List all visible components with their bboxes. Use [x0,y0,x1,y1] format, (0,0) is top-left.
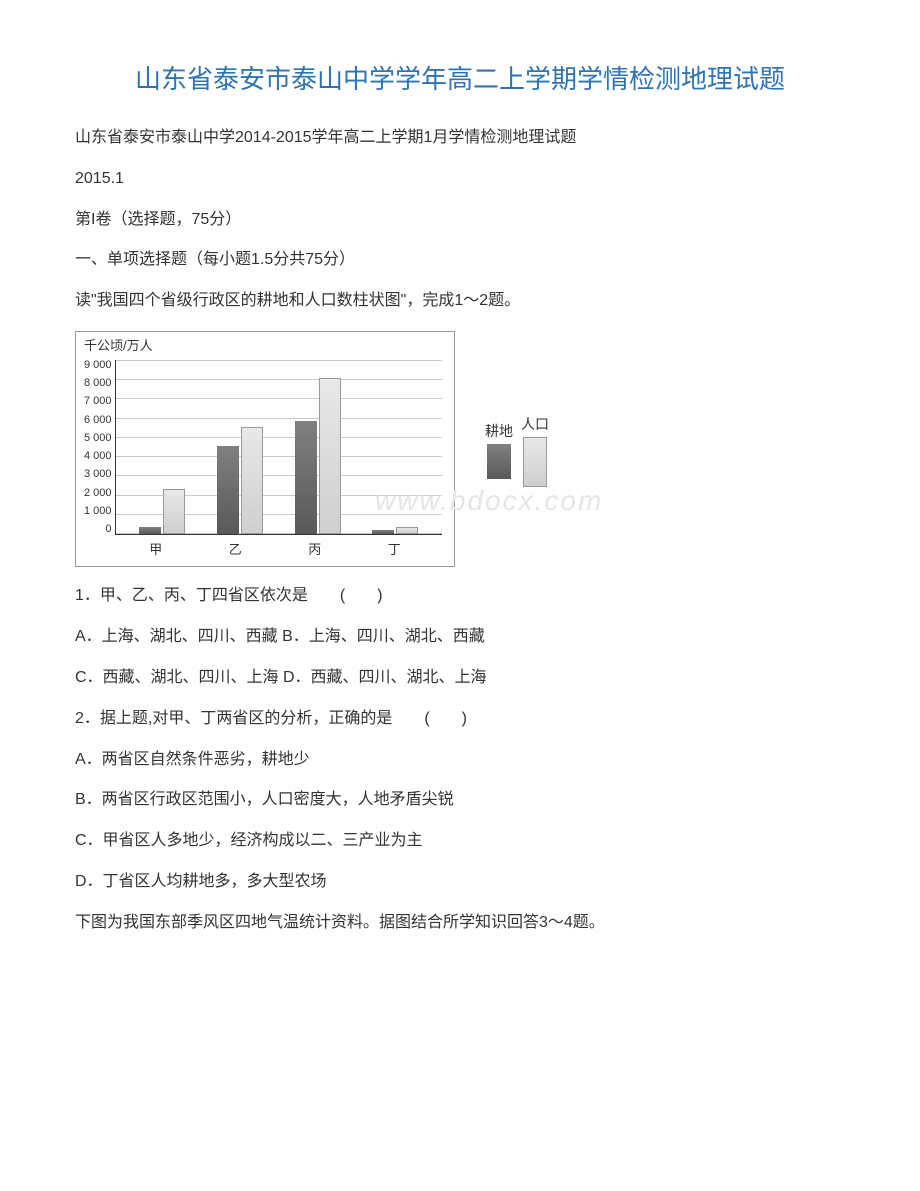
question-2: 2．据上题,对甲、丁两省区的分析，正确的是 ( ) [75,705,845,734]
bar-cultivated [372,530,394,534]
y-tick: 1 000 [84,506,112,517]
bar-group [137,489,187,534]
bar-group [293,378,343,534]
question-3-intro: 下图为我国东部季风区四地气温统计资料。据图结合所学知识回答3～4题。 [75,909,845,938]
bar-population [241,427,263,534]
question-1-option-cd: C．西藏、湖北、四川、上海 D．西藏、四川、湖北、上海 [75,664,845,693]
y-tick: 4 000 [84,451,112,462]
question-2-option-c: C．甲省区人多地少，经济构成以二、三产业为主 [75,827,845,856]
legend-population-bar [523,437,547,487]
y-tick: 0 [84,524,112,535]
y-ticks: 9 000 8 000 7 000 6 000 5 000 4 000 3 000 2 000… [84,360,115,535]
bar-population [163,489,185,534]
x-label: 丁 [369,538,419,561]
chart-wrapper: 千公顷/万人 9 000 8 000 7 000 6 000 5 000 4 000 3 0… [75,331,845,567]
question-2-option-a: A．两省区自然条件恶劣，耕地少 [75,746,845,775]
legend: 耕地 人口 [485,412,549,487]
bar-population [396,527,418,534]
bar-population [319,378,341,534]
y-tick: 3 000 [84,469,112,480]
section-header: 第I卷（选择题，75分） [75,206,845,235]
document-title: 山东省泰安市泰山中学学年高二上学期学情检测地理试题 [75,60,845,99]
y-tick: 6 000 [84,415,112,426]
y-tick: 7 000 [84,396,112,407]
subtitle: 山东省泰安市泰山中学2014-2015学年高二上学期1月学情检测地理试题 [75,124,845,153]
yaxis-label: 千公顷/万人 [84,334,153,357]
chart-plot: 9 000 8 000 7 000 6 000 5 000 4 000 3 000 2 000… [84,360,442,535]
question-2-option-b: B．两省区行政区范围小，人口密度大，人地矛盾尖锐 [75,786,845,815]
legend-population-label: 人口 [521,412,549,437]
legend-cultivated: 耕地 [485,419,513,479]
bar-cultivated [217,446,239,534]
y-tick: 2 000 [84,488,112,499]
bars-area [115,360,442,535]
legend-cultivated-bar [487,444,511,479]
x-labels: 甲乙丙丁 [84,535,442,561]
y-tick: 8 000 [84,378,112,389]
bars-row [116,360,442,534]
chart-container: 千公顷/万人 9 000 8 000 7 000 6 000 5 000 4 000 3 0… [75,331,845,567]
bar-cultivated [295,421,317,534]
legend-cultivated-label: 耕地 [485,419,513,444]
bar-cultivated [139,527,161,534]
legend-population: 人口 [521,412,549,487]
x-label: 丙 [290,538,340,561]
question-1-option-ab: A．上海、湖北、四川、西藏 B．上海、四川、湖北、西藏 [75,623,845,652]
question-1: 1．甲、乙、丙、丁四省区依次是 ( ) [75,582,845,611]
chart-main: 千公顷/万人 9 000 8 000 7 000 6 000 5 000 4 000 3 0… [75,331,455,567]
x-label: 乙 [210,538,260,561]
chart-intro: 读"我国四个省级行政区的耕地和人口数柱状图"，完成1～2题。 [75,287,845,316]
question-2-option-d: D．丁省区人均耕地多，多大型农场 [75,868,845,897]
bar-group [370,527,420,534]
date: 2015.1 [75,165,845,194]
bar-group [215,427,265,534]
section-description: 一、单项选择题（每小题1.5分共75分） [75,246,845,275]
x-label: 甲 [131,538,181,561]
y-tick: 5 000 [84,433,112,444]
y-tick: 9 000 [84,360,112,371]
